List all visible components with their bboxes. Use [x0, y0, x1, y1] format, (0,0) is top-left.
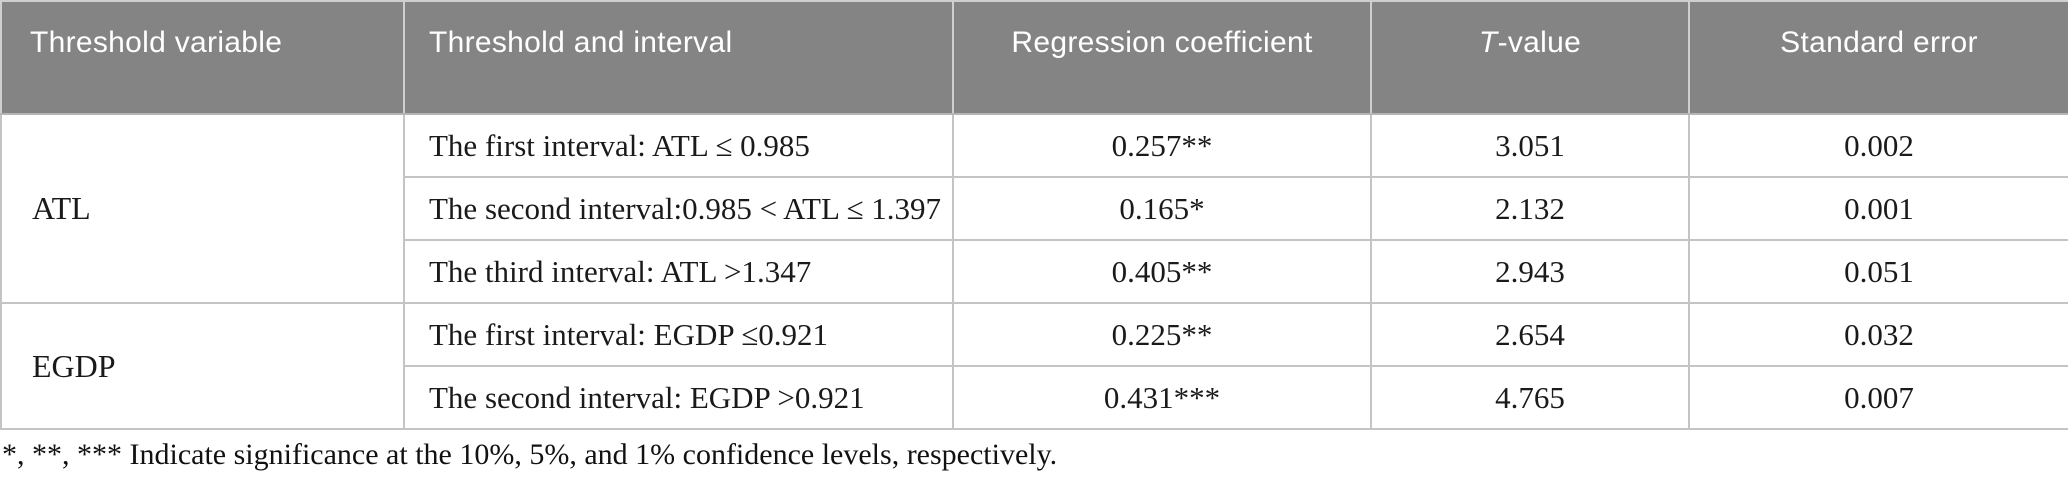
cell-std-error: 0.051 — [1688, 239, 2068, 304]
cell-t-value: 4.765 — [1370, 365, 1690, 430]
header-standard-error: Standard error — [1688, 0, 2068, 115]
threshold-regression-table: Threshold variable Threshold and interva… — [0, 0, 2068, 430]
table-row: ATL The first interval: ATL ≤ 0.985 0.25… — [0, 113, 2068, 304]
cell-std-error: 0.007 — [1688, 365, 2068, 430]
cell-coefficient: 0.257** — [952, 113, 1372, 178]
cell-interval: The second interval:0.985 < ATL ≤ 1.397 — [403, 176, 954, 241]
header-row: Threshold variable Threshold and interva… — [0, 0, 2068, 115]
cell-t-value: 2.654 — [1370, 302, 1690, 367]
header-threshold-and-interval: Threshold and interval — [403, 0, 954, 115]
cell-t-value: 3.051 — [1370, 113, 1690, 178]
cell-interval: The first interval: ATL ≤ 0.985 — [403, 113, 954, 178]
header-t-value-rest: -value — [1497, 26, 1582, 59]
cell-std-error: 0.002 — [1688, 113, 2068, 178]
cell-interval: The first interval: EGDP ≤0.921 — [403, 302, 954, 367]
table-row: The third interval: ATL >1.347 0.405** 2… — [1, 239, 2068, 304]
cell-variable-atl: ATL — [0, 113, 405, 304]
table-row: The second interval: EGDP >0.921 0.431**… — [1, 365, 2068, 430]
cell-coefficient: 0.431*** — [952, 365, 1372, 430]
cell-std-error: 0.001 — [1688, 176, 2068, 241]
cell-t-value: 2.943 — [1370, 239, 1690, 304]
header-threshold-variable: Threshold variable — [0, 0, 405, 115]
cell-interval: The second interval: EGDP >0.921 — [403, 365, 954, 430]
cell-variable-egdp: EGDP — [0, 302, 405, 430]
cell-std-error: 0.032 — [1688, 302, 2068, 367]
cell-coefficient: 0.165* — [952, 176, 1372, 241]
header-regression-coefficient: Regression coefficient — [952, 0, 1372, 115]
significance-footnote: *, **, *** Indicate significance at the … — [2, 438, 1058, 471]
table-row: The second interval:0.985 < ATL ≤ 1.397 … — [1, 176, 2068, 241]
table-row: EGDP The first interval: EGDP ≤0.921 0.2… — [0, 302, 2068, 430]
cell-t-value: 2.132 — [1370, 176, 1690, 241]
cell-interval: The third interval: ATL >1.347 — [403, 239, 954, 304]
table-header: Threshold variable Threshold and interva… — [0, 0, 2068, 115]
header-t-value-italic: T — [1478, 26, 1498, 59]
header-t-value: T-value — [1370, 0, 1690, 115]
cell-coefficient: 0.225** — [952, 302, 1372, 367]
cell-coefficient: 0.405** — [952, 239, 1372, 304]
table-body: ATL The first interval: ATL ≤ 0.985 0.25… — [0, 113, 2068, 430]
